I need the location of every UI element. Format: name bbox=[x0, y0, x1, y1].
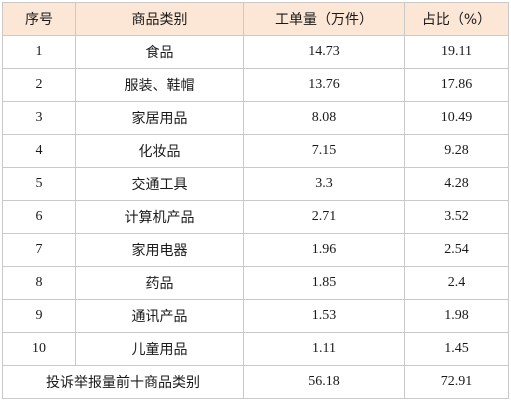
row-volume: 1.85 bbox=[243, 266, 405, 300]
row-share: 10.49 bbox=[404, 101, 509, 135]
header-category: 商品类别 bbox=[75, 2, 244, 36]
row-share: 1.98 bbox=[404, 299, 509, 333]
row-volume: 1.53 bbox=[243, 299, 405, 333]
table-header-row: 序号 商品类别 工单量（万件） 占比（%） bbox=[2, 2, 509, 36]
table-row: 3 家居用品 8.08 10.49 bbox=[2, 101, 509, 135]
row-category: 交通工具 bbox=[75, 167, 244, 201]
row-category: 食品 bbox=[75, 35, 244, 69]
row-share: 1.45 bbox=[404, 332, 509, 366]
total-share: 72.91 bbox=[404, 365, 509, 399]
table-row: 10 儿童用品 1.11 1.45 bbox=[2, 332, 509, 366]
row-category: 家用电器 bbox=[75, 233, 244, 267]
total-label: 投诉举报量前十商品类别 bbox=[2, 365, 244, 399]
row-share: 3.52 bbox=[404, 200, 509, 234]
total-volume: 56.18 bbox=[243, 365, 405, 399]
row-index: 7 bbox=[2, 233, 76, 267]
table-row: 9 通讯产品 1.53 1.98 bbox=[2, 299, 509, 333]
header-index: 序号 bbox=[2, 2, 76, 36]
row-share: 9.28 bbox=[404, 134, 509, 168]
table-row: 7 家用电器 1.96 2.54 bbox=[2, 233, 509, 267]
row-category: 药品 bbox=[75, 266, 244, 300]
row-volume: 7.15 bbox=[243, 134, 405, 168]
table-row: 6 计算机产品 2.71 3.52 bbox=[2, 200, 509, 234]
row-category: 通讯产品 bbox=[75, 299, 244, 333]
row-index: 4 bbox=[2, 134, 76, 168]
row-index: 9 bbox=[2, 299, 76, 333]
header-share: 占比（%） bbox=[404, 2, 509, 36]
row-share: 2.4 bbox=[404, 266, 509, 300]
row-share: 2.54 bbox=[404, 233, 509, 267]
row-volume: 8.08 bbox=[243, 101, 405, 135]
row-volume: 13.76 bbox=[243, 68, 405, 102]
row-category: 家居用品 bbox=[75, 101, 244, 135]
row-volume: 14.73 bbox=[243, 35, 405, 69]
table-row: 4 化妆品 7.15 9.28 bbox=[2, 134, 509, 168]
commodity-complaints-table: 序号 商品类别 工单量（万件） 占比（%） 1 食品 14.73 19.11 2… bbox=[2, 2, 509, 399]
row-volume: 2.71 bbox=[243, 200, 405, 234]
row-index: 10 bbox=[2, 332, 76, 366]
row-index: 6 bbox=[2, 200, 76, 234]
table-row: 2 服装、鞋帽 13.76 17.86 bbox=[2, 68, 509, 102]
header-volume: 工单量（万件） bbox=[243, 2, 405, 36]
row-category: 计算机产品 bbox=[75, 200, 244, 234]
row-share: 4.28 bbox=[404, 167, 509, 201]
row-volume: 1.96 bbox=[243, 233, 405, 267]
row-index: 8 bbox=[2, 266, 76, 300]
row-share: 17.86 bbox=[404, 68, 509, 102]
row-share: 19.11 bbox=[404, 35, 509, 69]
table-row: 1 食品 14.73 19.11 bbox=[2, 35, 509, 69]
row-index: 1 bbox=[2, 35, 76, 69]
row-category: 化妆品 bbox=[75, 134, 244, 168]
row-volume: 3.3 bbox=[243, 167, 405, 201]
row-category: 服装、鞋帽 bbox=[75, 68, 244, 102]
row-index: 5 bbox=[2, 167, 76, 201]
table-row: 8 药品 1.85 2.4 bbox=[2, 266, 509, 300]
row-index: 2 bbox=[2, 68, 76, 102]
table-total-row: 投诉举报量前十商品类别 56.18 72.91 bbox=[2, 365, 509, 399]
table-row: 5 交通工具 3.3 4.28 bbox=[2, 167, 509, 201]
row-index: 3 bbox=[2, 101, 76, 135]
row-volume: 1.11 bbox=[243, 332, 405, 366]
row-category: 儿童用品 bbox=[75, 332, 244, 366]
